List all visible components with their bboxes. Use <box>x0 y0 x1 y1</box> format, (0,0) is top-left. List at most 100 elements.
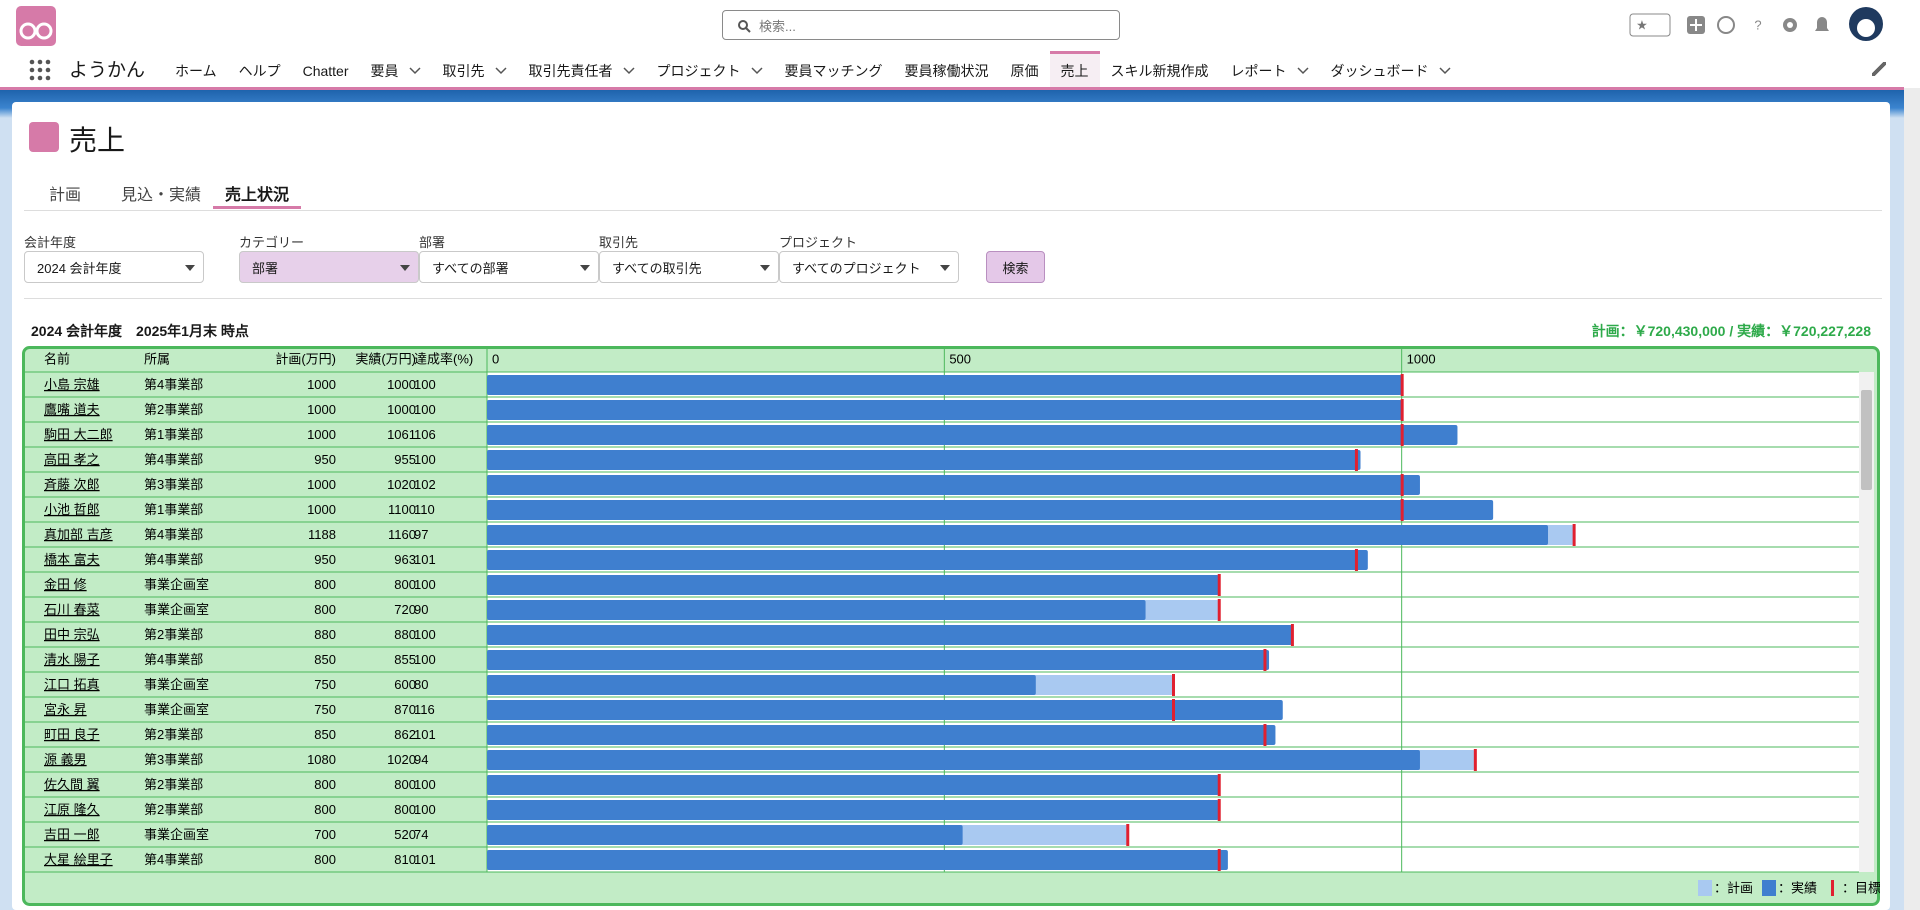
target-marker <box>1354 449 1358 471</box>
nav-item[interactable]: 取引先 <box>432 51 518 88</box>
name-link[interactable]: 石川 春菜 <box>44 602 100 617</box>
actual: 1020 <box>387 477 416 492</box>
filter-value: 部署 <box>252 260 279 276</box>
nav-chevron[interactable] <box>494 67 507 75</box>
name-link[interactable]: 江口 拓真 <box>44 677 100 692</box>
nav-item[interactable]: ホーム <box>164 51 228 88</box>
name-link[interactable]: 高田 孝之 <box>44 452 100 467</box>
nav-chevron[interactable] <box>622 67 635 75</box>
department: 第4事業部 <box>144 527 203 542</box>
nav-label: 要員稼働状況 <box>904 63 989 79</box>
department: 第2事業部 <box>144 402 203 417</box>
filter-select[interactable]: すべての取引先 <box>599 251 779 283</box>
plan: 1000 <box>307 477 336 492</box>
help[interactable]: ? <box>1754 17 1761 32</box>
rate: 100 <box>414 452 436 467</box>
actual-bar <box>487 550 1368 570</box>
edit-nav[interactable] <box>1872 62 1886 76</box>
app-name: ようかん <box>69 60 146 81</box>
nav-item[interactable]: 要員 <box>360 51 432 88</box>
name-link[interactable]: 清水 陽子 <box>44 652 100 667</box>
name-link[interactable]: 真加部 吉彦 <box>44 527 113 542</box>
target-marker <box>1217 599 1221 621</box>
legend-label: ：目標 <box>1842 880 1880 895</box>
nav-label: ヘルプ <box>238 63 281 79</box>
filter-label: カテゴリー <box>239 235 305 250</box>
target-marker <box>1217 774 1221 796</box>
name-link[interactable]: 江原 隆久 <box>44 802 100 817</box>
name-link[interactable]: 鷹嘴 道夫 <box>44 402 100 417</box>
actual-bar <box>487 800 1219 820</box>
legend-swatch <box>1698 880 1712 896</box>
actual: 963 <box>394 552 416 567</box>
name-link[interactable]: 佐久間 翼 <box>44 777 100 792</box>
actual: 520 <box>394 827 416 842</box>
name-link[interactable]: 小島 宗雄 <box>44 377 100 392</box>
actual-bar <box>487 400 1402 420</box>
rate: 116 <box>414 702 435 717</box>
nav-item[interactable]: 売上 <box>1049 51 1100 88</box>
filter-select[interactable]: すべてのプロジェクト <box>779 251 959 283</box>
actual: 1160 <box>388 527 416 542</box>
name-link[interactable]: 宮永 昇 <box>44 702 87 717</box>
nav-item[interactable]: ヘルプ <box>228 51 292 88</box>
nav-chevron[interactable] <box>1296 67 1309 75</box>
nav-item[interactable]: ダッシュボード <box>1320 51 1462 88</box>
nav-chevron[interactable] <box>750 67 763 75</box>
app-logo[interactable] <box>16 6 56 46</box>
logo-icon <box>19 22 53 40</box>
nav-item[interactable]: 取引先責任者 <box>518 51 646 88</box>
nav-item[interactable]: 要員マッチング <box>774 51 894 88</box>
nav-item[interactable]: 原価 <box>1000 51 1050 88</box>
filter-select[interactable]: 2024 会計年度 <box>24 251 204 283</box>
nav-item[interactable]: Chatter <box>292 51 360 88</box>
tab[interactable]: 売上状況 <box>225 187 290 204</box>
target-marker <box>1473 749 1477 771</box>
plan: 880 <box>314 627 336 642</box>
nav-item[interactable]: レポート <box>1220 51 1320 88</box>
filter-arrow <box>760 265 770 271</box>
department: 事業企画室 <box>144 702 209 717</box>
app-launcher[interactable] <box>28 58 52 82</box>
nav-item[interactable]: 要員稼働状況 <box>894 51 1000 88</box>
name-link[interactable]: 金田 修 <box>44 577 87 592</box>
summary-heading: 2024 会計年度 2025年1月末 時点 <box>31 323 249 339</box>
nav-item[interactable]: スキル新規作成 <box>1100 51 1220 88</box>
notifications[interactable] <box>1815 17 1829 31</box>
nav-label: 要員マッチング <box>784 63 883 79</box>
name-link[interactable]: 吉田 一郎 <box>44 827 100 842</box>
search-box[interactable]: 検索... <box>722 10 1120 40</box>
name-link[interactable]: 駒田 大二郎 <box>44 427 113 442</box>
tab[interactable]: 計画 <box>49 187 82 204</box>
name-link[interactable]: 大星 絵里子 <box>44 852 113 867</box>
column-header: 所属 <box>144 351 170 366</box>
tab[interactable]: 見込・実績 <box>121 187 202 204</box>
filter-arrow <box>185 265 195 271</box>
favorites[interactable] <box>1629 13 1671 37</box>
filter-select[interactable]: すべての部署 <box>419 251 599 283</box>
filter-select[interactable]: 部署 <box>239 251 419 283</box>
chevron <box>622 67 635 75</box>
nav-label: ホーム <box>175 63 217 79</box>
name-link[interactable]: 町田 良子 <box>44 727 100 742</box>
nav-item[interactable]: プロジェクト <box>646 51 774 88</box>
search-button[interactable]: 検索 <box>986 251 1045 283</box>
nav-chevron[interactable] <box>408 67 421 75</box>
page-scrollbar[interactable] <box>1904 88 1920 910</box>
actual-bar <box>487 675 1036 695</box>
target-marker <box>1263 649 1267 671</box>
name-link[interactable]: 斉藤 次郎 <box>44 477 100 492</box>
table-scrollbar[interactable] <box>1859 372 1874 872</box>
filter-value: すべての部署 <box>432 260 509 276</box>
name-link[interactable]: 源 義男 <box>44 752 87 767</box>
nav-chevron[interactable] <box>1438 67 1451 75</box>
name-link[interactable]: 田中 宗弘 <box>44 627 100 642</box>
filter-value: すべてのプロジェクト <box>792 260 921 276</box>
name-link[interactable]: 小池 哲郎 <box>44 502 100 517</box>
plan: 750 <box>314 677 336 692</box>
name-link[interactable]: 橋本 富夫 <box>44 552 100 567</box>
department: 事業企画室 <box>144 577 209 592</box>
scroll-thumb[interactable] <box>1861 390 1872 490</box>
trailhead[interactable] <box>1717 16 1735 34</box>
